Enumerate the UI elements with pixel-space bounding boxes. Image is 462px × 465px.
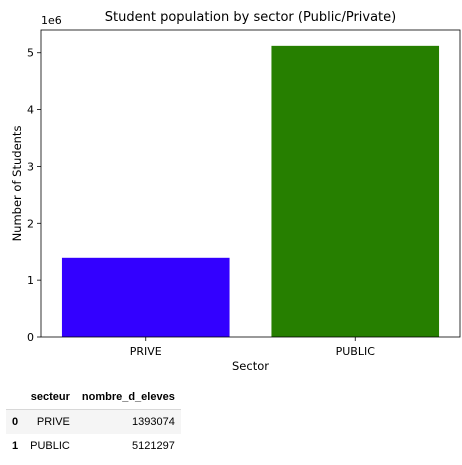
y-tick-label: 1 <box>27 274 34 287</box>
secteur-cell: PRIVE <box>24 409 76 434</box>
table-row: 0 PRIVE 1393074 <box>6 409 181 434</box>
x-axis-label: Sector <box>232 359 269 373</box>
table-header-row: secteur nombre_d_eleves <box>6 385 181 410</box>
x-tick-label: PRIVE <box>130 345 162 358</box>
table-index-header <box>6 385 25 410</box>
y-tick-label: 3 <box>27 160 34 173</box>
secteur-cell: PUBLIC <box>24 434 76 458</box>
bar-prive <box>61 257 230 337</box>
x-tick-label: PUBLIC <box>336 345 376 358</box>
y-tick-label: 0 <box>27 331 34 344</box>
chart-svg: PRIVE PUBLIC 0 1 2 3 4 5 1e6 Student population b… <box>10 10 461 373</box>
row-index: 0 <box>6 409 25 434</box>
y-tick-label: 2 <box>27 217 34 230</box>
y-axis-label: Number of Students <box>10 126 24 242</box>
bar-chart: PRIVE PUBLIC 0 1 2 3 4 5 1e6 Student population b… <box>10 10 461 373</box>
column-header-secteur: secteur <box>24 385 76 410</box>
data-table: secteur nombre_d_eleves 0 PRIVE 1393074 … <box>6 385 181 458</box>
y-tick-label: 5 <box>27 47 34 60</box>
table-row: 1 PUBLIC 5121297 <box>6 434 181 458</box>
y-axis-exponent: 1e6 <box>41 14 62 27</box>
column-header-nombre-d-eleves: nombre_d_eleves <box>75 385 181 410</box>
nombre-d-eleves-cell: 5121297 <box>75 434 181 458</box>
bar-public <box>271 45 440 337</box>
row-index: 1 <box>6 434 25 458</box>
chart-title: Student population by sector (Public/Pri… <box>105 10 396 25</box>
nombre-d-eleves-cell: 1393074 <box>75 409 181 434</box>
plot-frame <box>40 29 461 338</box>
y-tick-label: 4 <box>27 104 34 117</box>
